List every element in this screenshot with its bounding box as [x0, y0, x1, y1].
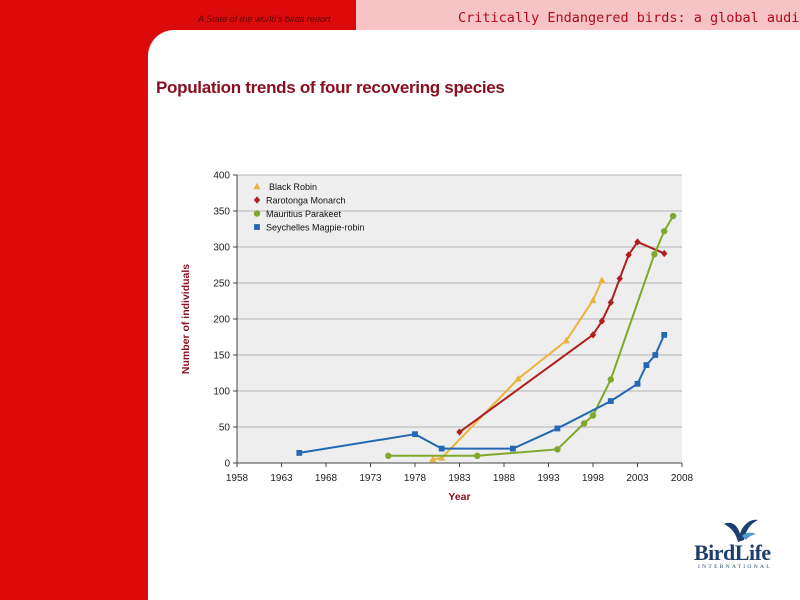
y-tick-label: 100 [213, 387, 230, 398]
report-title: Critically Endangered birds: a global au… [458, 10, 800, 26]
birdlife-logo: BirdLife INTERNATIONAL [694, 518, 786, 580]
x-tick-label: 2008 [671, 473, 694, 484]
data-point-mauritius-parakeet [651, 251, 658, 258]
data-point-black-robin [562, 336, 570, 344]
data-point-seychelles-magpie-robin [412, 431, 418, 438]
y-tick-label: 350 [213, 207, 230, 218]
logo-subtitle: INTERNATIONAL [698, 564, 772, 570]
left-red-band [0, 0, 148, 600]
x-tick-label: 1993 [537, 473, 560, 484]
data-point-mauritius-parakeet [661, 227, 668, 235]
data-point-seychelles-magpie-robin [643, 362, 650, 368]
population-chart: 0 50 100 150 200 250 300 350 400 1958 1963 1968 1973… [180, 171, 694, 504]
data-point-seychelles-magpie-robin [634, 380, 641, 387]
legend-label-seychelles-magpie-robin: Seychelles Magpie-robin [266, 223, 365, 233]
bird-icon [724, 519, 758, 542]
x-axis-label: Year [448, 491, 470, 503]
x-tick-label: 1998 [582, 473, 605, 484]
data-point-mauritius-parakeet [607, 376, 614, 383]
legend-marker-mauritius-parakeet [253, 210, 261, 217]
y-tick-label: 300 [213, 243, 230, 254]
data-point-mauritius-parakeet [580, 420, 588, 427]
data-point-black-robin [589, 296, 597, 304]
logo-wordmark: BirdLife [694, 540, 771, 565]
y-tick-label: 400 [213, 171, 230, 182]
data-point-seychelles-magpie-robin [554, 425, 561, 432]
x-tick-label: 2003 [626, 473, 649, 484]
data-point-rarotonga-monarch [456, 428, 463, 436]
data-point-mauritius-parakeet [385, 452, 392, 459]
x-tick-label: 1978 [404, 473, 427, 484]
x-tick-label: 1958 [226, 473, 249, 484]
y-tick-label: 0 [224, 459, 230, 470]
data-point-mauritius-parakeet [669, 212, 677, 220]
y-axis-label: Number of individuals [180, 264, 192, 374]
x-tick-label: 1988 [493, 473, 516, 484]
legend-marker-black-robin [253, 182, 261, 190]
data-point-rarotonga-monarch [634, 238, 641, 246]
x-tick-label: 1963 [270, 473, 293, 484]
x-tick-label: 1973 [359, 473, 382, 484]
data-point-seychelles-magpie-robin [607, 398, 614, 404]
x-tick-label: 1968 [315, 473, 338, 484]
data-point-black-robin [598, 276, 606, 283]
data-point-rarotonga-monarch [589, 331, 597, 339]
header-red-bar [0, 0, 356, 30]
x-tick-label: 1983 [448, 473, 471, 484]
legend-label-rarotonga-monarch: Rarotonga Monarch [266, 196, 346, 206]
page-title: Population trends of four recovering spe… [156, 78, 505, 97]
data-point-seychelles-magpie-robin [652, 352, 659, 358]
legend-label-black-robin: Black Robin [269, 182, 317, 192]
legend-marker-seychelles-magpie-robin [254, 224, 260, 230]
y-tick-label: 150 [213, 351, 230, 362]
legend-marker-rarotonga-monarch [253, 196, 261, 204]
data-point-black-robin [429, 455, 437, 463]
data-point-mauritius-parakeet [589, 412, 597, 419]
header-pink-bar [356, 0, 800, 30]
report-subtitle: A State of the world's birds report [198, 14, 331, 24]
data-point-mauritius-parakeet [474, 452, 481, 459]
data-point-mauritius-parakeet [554, 446, 561, 453]
data-point-black-robin [438, 454, 446, 461]
data-point-seychelles-magpie-robin [296, 450, 303, 456]
data-point-seychelles-magpie-robin [510, 445, 516, 452]
data-point-black-robin [514, 374, 522, 382]
y-tick-label: 200 [213, 315, 230, 326]
data-point-seychelles-magpie-robin [661, 331, 668, 338]
y-tick-label: 250 [213, 279, 230, 290]
series-line-seychelles-magpie-robin [299, 334, 666, 454]
data-point-seychelles-magpie-robin [438, 445, 445, 452]
series-line-rarotonga-monarch [458, 240, 665, 433]
y-tick-label: 50 [219, 423, 231, 434]
legend-label-mauritius-parakeet: Mauritius Parakeet [266, 209, 342, 219]
